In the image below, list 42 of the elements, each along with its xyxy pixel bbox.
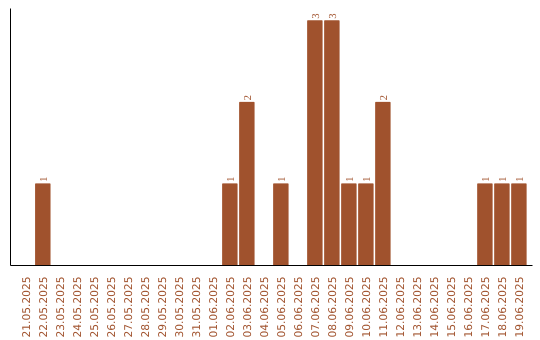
data-label: 1 xyxy=(514,176,526,182)
x-tick-label: 23.05.2025 xyxy=(54,276,67,338)
x-tick-label: 06.06.2025 xyxy=(292,276,305,338)
data-label: 1 xyxy=(344,176,356,182)
data-label: 1 xyxy=(276,176,288,182)
x-tick-label: 04.06.2025 xyxy=(258,276,271,338)
data-label: 1 xyxy=(498,176,509,182)
x-tick-label: 10.06.2025 xyxy=(360,276,373,338)
x-tick-label: 19.06.2025 xyxy=(512,276,526,338)
x-tick-label: 27.05.2025 xyxy=(122,276,135,338)
x-tick-label: 15.06.2025 xyxy=(444,276,458,338)
x-tick-label: 25.05.2025 xyxy=(88,276,101,338)
x-tick-label: 26.05.2025 xyxy=(104,276,118,338)
x-tick-label: 08.06.2025 xyxy=(326,276,339,338)
x-tick-label: 22.05.2025 xyxy=(36,276,50,338)
data-label: 1 xyxy=(480,176,492,182)
x-tick-label: 02.06.2025 xyxy=(224,276,237,338)
data-label: 1 xyxy=(226,176,237,182)
x-tick-label: 05.06.2025 xyxy=(274,276,288,338)
data-label: 3 xyxy=(310,13,322,19)
x-tick-label: 07.06.2025 xyxy=(308,276,322,338)
x-tick-label: 29.05.2025 xyxy=(156,276,169,338)
data-label: 2 xyxy=(378,94,390,100)
x-tick-label: 14.06.2025 xyxy=(428,276,441,338)
x-tick-label: 18.06.2025 xyxy=(496,276,509,338)
x-tick-label: 21.05.2025 xyxy=(20,276,33,338)
x-tick-label: 28.05.2025 xyxy=(138,276,152,338)
x-tick-label: 09.06.2025 xyxy=(342,276,356,338)
x-tick-label: 17.06.2025 xyxy=(478,276,492,338)
x-tick-label: 24.05.2025 xyxy=(70,276,84,338)
data-label: 1 xyxy=(362,176,373,182)
x-tick-label: 30.05.2025 xyxy=(172,276,186,338)
x-tick-label: 11.06.2025 xyxy=(376,276,390,338)
data-label: 3 xyxy=(328,13,339,19)
data-label: 2 xyxy=(242,94,254,100)
x-tick-label: 01.06.2025 xyxy=(206,276,220,338)
x-tick-label: 03.06.2025 xyxy=(240,276,254,338)
x-tick-label: 13.06.2025 xyxy=(410,276,424,338)
data-label: 1 xyxy=(38,176,50,182)
x-tick-label: 12.06.2025 xyxy=(394,276,407,338)
x-tick-label: 31.05.2025 xyxy=(190,276,203,338)
x-tick-label: 16.06.2025 xyxy=(462,276,475,338)
